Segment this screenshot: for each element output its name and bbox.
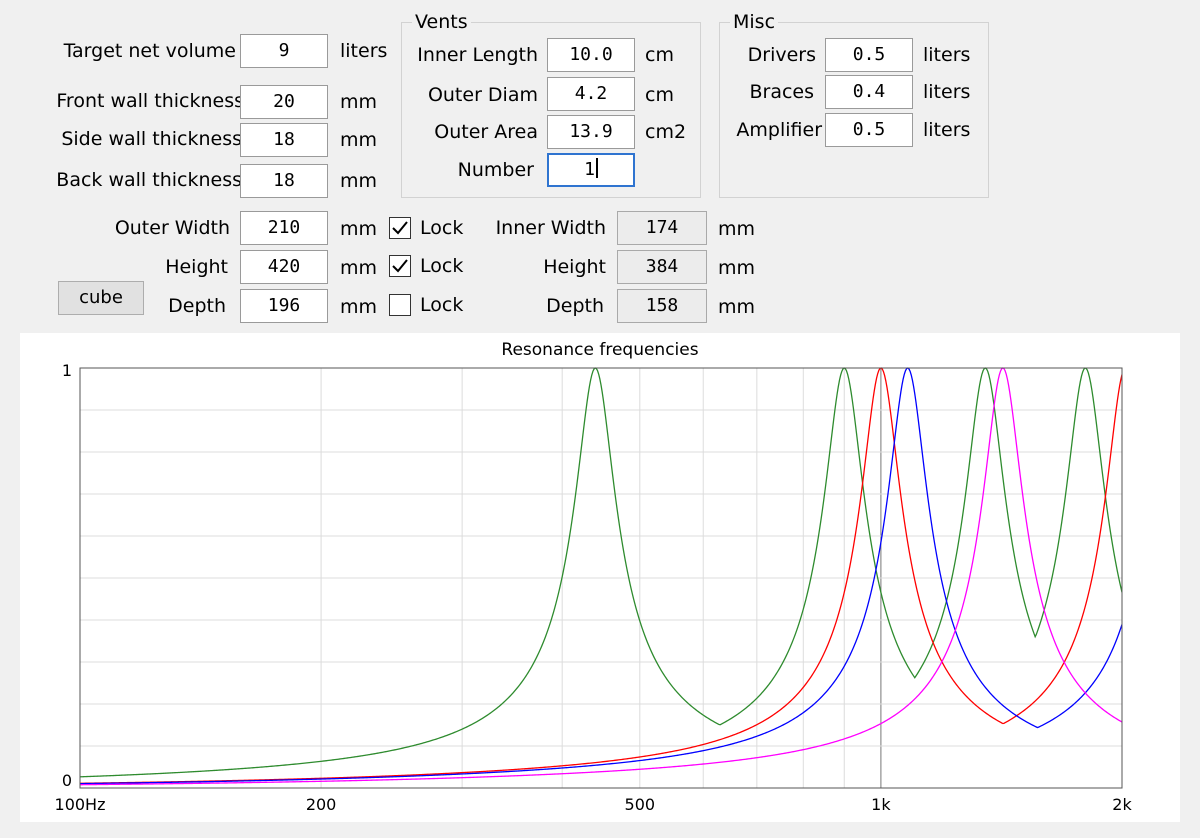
chart-title: Resonance frequencies: [501, 340, 698, 360]
outer-width-lock-label: Lock: [420, 217, 464, 239]
inner-height-value: 384: [617, 250, 707, 284]
amplifier-label: Amplifier: [736, 119, 822, 141]
vent-number-label: Number: [457, 159, 534, 181]
outer-height-input[interactable]: 420: [240, 250, 328, 284]
outer-depth-input[interactable]: 196: [240, 289, 328, 323]
outer-depth-label: Depth: [168, 295, 226, 317]
target-volume-input[interactable]: 9: [240, 34, 328, 68]
braces-input[interactable]: 0.4: [825, 75, 913, 109]
outer-width-label: Outer Width: [114, 217, 230, 239]
inner-width-unit: mm: [718, 218, 756, 240]
front-wall-unit: mm: [340, 91, 378, 113]
chart-series: [80, 367, 1122, 786]
inner-height-unit: mm: [718, 257, 756, 279]
y-tick-label: 0: [62, 771, 72, 790]
text-caret: [595, 158, 598, 178]
outer-height-lock-label: Lock: [420, 255, 464, 277]
outer-height-lock-checkbox[interactable]: [389, 255, 411, 277]
outer-area-label: Outer Area: [434, 121, 538, 143]
outer-diam-input[interactable]: 4.2: [547, 77, 635, 111]
y-tick-label: 1: [62, 361, 72, 380]
side-wall-label: Side wall thickness: [61, 128, 242, 150]
outer-diam-label: Outer Diam: [427, 84, 538, 106]
checkmark-icon: [392, 259, 408, 273]
x-tick-label: 100Hz: [55, 795, 106, 814]
series-line-2: [80, 367, 1122, 784]
outer-height-label: Height: [165, 256, 228, 278]
resonance-chart-panel: 100Hz 200 500 1k 2k 0 1 Resonance frequencies: [20, 333, 1180, 822]
drivers-input[interactable]: 0.5: [825, 38, 913, 72]
outer-width-input[interactable]: 210: [240, 211, 328, 245]
vents-group: Vents: [401, 11, 701, 198]
series-line-1: [80, 367, 1122, 778]
outer-depth-lock-label: Lock: [420, 294, 464, 316]
inner-length-label: Inner Length: [417, 44, 538, 66]
inner-depth-value: 158: [617, 289, 707, 323]
drivers-label: Drivers: [747, 44, 816, 66]
inner-width-value: 174: [617, 211, 707, 245]
x-tick-label: 200: [306, 795, 337, 814]
front-wall-label: Front wall thickness: [56, 90, 244, 112]
amplifier-input[interactable]: 0.5: [825, 113, 913, 147]
side-wall-unit: mm: [340, 129, 378, 151]
chart-grid: [80, 368, 1122, 788]
vents-group-title: Vents: [412, 11, 471, 33]
braces-label: Braces: [749, 81, 814, 103]
outer-height-unit: mm: [340, 257, 378, 279]
front-wall-input[interactable]: 20: [240, 85, 328, 119]
amplifier-unit: liters: [923, 119, 971, 141]
series-line-4: [80, 367, 1122, 786]
outer-diam-unit: cm: [645, 84, 674, 106]
outer-width-lock-checkbox[interactable]: [389, 217, 411, 239]
chart-axes: 100Hz 200 500 1k 2k 0 1: [55, 361, 1133, 814]
misc-group: Misc: [719, 11, 989, 198]
inner-length-unit: cm: [645, 44, 674, 66]
target-volume-unit: liters: [340, 40, 388, 62]
resonance-chart: 100Hz 200 500 1k 2k 0 1 Resonance frequencies: [55, 340, 1133, 814]
inner-width-label: Inner Width: [495, 217, 606, 239]
x-tick-label: 2k: [1112, 795, 1132, 814]
x-tick-label: 500: [625, 795, 656, 814]
cube-button[interactable]: cube: [58, 281, 144, 315]
outer-depth-lock-checkbox[interactable]: [389, 294, 411, 316]
outer-area-unit: cm2: [645, 121, 687, 143]
back-wall-input[interactable]: 18: [240, 164, 328, 198]
drivers-unit: liters: [923, 44, 971, 66]
inner-length-input[interactable]: 10.0: [547, 38, 635, 72]
plot-frame: [79, 367, 1123, 789]
inner-depth-unit: mm: [718, 296, 756, 318]
x-tick-label: 1k: [871, 795, 891, 814]
vent-number-value: 1: [584, 159, 595, 180]
misc-group-title: Misc: [730, 11, 779, 33]
target-volume-label: Target net volume: [63, 40, 236, 62]
vent-number-input[interactable]: 1: [547, 153, 635, 187]
outer-depth-unit: mm: [340, 296, 378, 318]
checkmark-icon: [392, 221, 408, 235]
inner-height-label: Height: [543, 256, 606, 278]
series-line-3: [80, 367, 1122, 785]
inner-depth-label: Depth: [546, 295, 604, 317]
outer-area-input[interactable]: 13.9: [547, 115, 635, 149]
outer-width-unit: mm: [340, 218, 378, 240]
back-wall-unit: mm: [340, 170, 378, 192]
braces-unit: liters: [923, 81, 971, 103]
side-wall-input[interactable]: 18: [240, 123, 328, 157]
back-wall-label: Back wall thickness: [56, 169, 242, 191]
